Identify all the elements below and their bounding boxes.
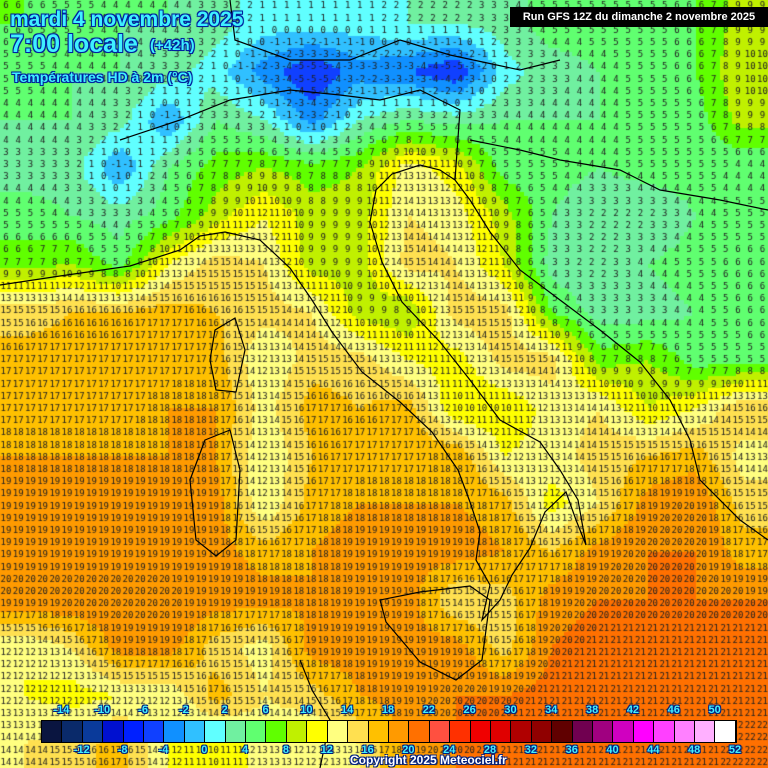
legend-label: 22 [422,704,435,716]
legend-label: 24 [443,744,456,756]
legend-label: 26 [463,704,476,716]
legend-swatch [368,721,389,742]
legend-label: 14 [341,704,354,716]
italy-coastline [0,164,587,623]
legend-label: 36 [565,744,578,756]
legend-label: 38 [585,704,599,716]
legend-swatch [592,721,614,742]
legend-label: 18 [381,704,395,716]
legend-label: 6 [262,704,269,716]
legend-swatch [348,721,369,742]
border-alps [119,89,461,181]
legend-label: 52 [728,744,742,756]
legend-label: 28 [483,744,497,756]
color-legend [41,720,737,743]
legend-swatch [246,721,267,742]
legend-label: -14 [53,704,70,716]
tunisia-coastline [299,659,331,768]
border-balkans [469,139,768,211]
legend-label: -2 [178,704,189,716]
legend-label: 42 [626,704,640,716]
legend-swatch [82,721,104,742]
legend-swatch [388,721,410,742]
legend-swatch [613,721,634,742]
legend-swatch [552,721,573,742]
legend-swatch [450,721,471,742]
legend-swatch [654,721,675,742]
border-north [229,0,561,71]
legend-label: 20 [402,744,415,756]
legend-swatch [205,721,226,742]
legend-swatch [572,721,593,742]
legend-swatch [42,721,63,742]
legend-swatch [307,721,328,742]
legend-label: -6 [138,704,148,716]
legend-label: 16 [361,744,374,756]
legend-swatch [286,721,308,742]
legend-swatch [327,721,349,742]
balkan-coastline [454,179,768,541]
legend-label: 30 [504,704,517,716]
sicily-coastline [379,585,491,681]
legend-label: -10 [94,704,111,716]
forecast-date: mardi 4 novembre 2025 [10,8,244,31]
legend-swatch [103,721,124,742]
variable-title: Températures HD à 2m (°C) [12,69,193,85]
legend-label: -8 [117,744,128,756]
legend-label: 46 [667,704,680,716]
legend-swatch [531,721,553,742]
legend-label: 12 [320,744,333,756]
forecast-lead-time: (+42h) [150,37,195,54]
legend-label: 10 [300,704,313,716]
legend-swatch [62,721,83,742]
legend-swatch [695,721,716,742]
legend-swatch [225,721,247,742]
legend-label: 32 [524,744,537,756]
legend-swatch [266,721,287,742]
legend-label: 34 [545,704,558,716]
sardinia-coastline [189,429,241,557]
forecast-time: 7:00 locale [10,30,138,58]
legend-swatch [123,721,145,742]
legend-label: 4 [242,744,249,756]
legend-swatch [184,721,206,742]
legend-swatch [470,721,491,742]
legend-swatch [429,721,451,742]
legend-label: 50 [708,704,721,716]
legend-swatch [511,721,532,742]
legend-swatch [409,721,430,742]
run-info: Run GFS 12Z du dimanche 2 novembre 2025 [510,7,768,27]
copyright: Copyright 2025 Meteociel.fr [350,753,507,767]
corsica-coastline [209,317,246,393]
legend-swatch [715,721,736,742]
legend-swatch [674,721,695,742]
legend-label: 44 [647,744,660,756]
legend-label: 48 [688,744,701,756]
legend-swatch [490,721,512,742]
legend-label: 0 [201,744,208,756]
legend-label: 8 [282,744,289,756]
legend-swatch [633,721,655,742]
legend-label: -4 [158,744,169,756]
legend-label: 40 [606,744,619,756]
legend-swatch [144,721,165,742]
legend-label: 2 [221,704,228,716]
legend-label: -12 [73,744,90,756]
legend-swatch [164,721,185,742]
